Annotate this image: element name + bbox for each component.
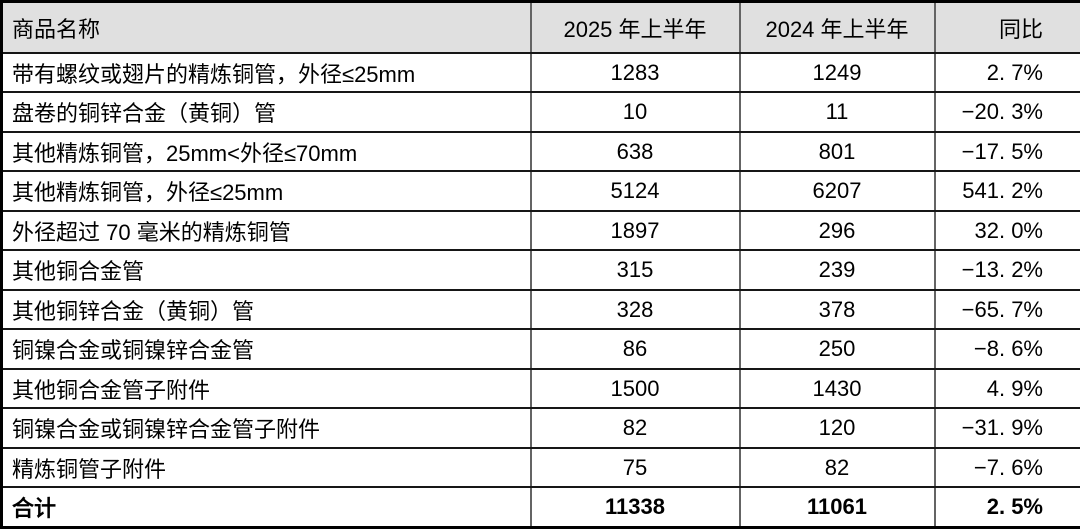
value-2024-cell: 1249 — [738, 51, 936, 94]
table-row: 其他铜合金管子附件 1500 1430 4. 9% — [0, 367, 1080, 410]
product-name-cell: 其他精炼铜管，25mm<外径≤70mm — [0, 130, 532, 173]
value-2024-cell: 6207 — [738, 170, 936, 212]
total-label-cell: 合计 — [0, 486, 532, 529]
value-2024-cell: 296 — [738, 209, 936, 252]
product-name-cell: 带有螺纹或翅片的精炼铜管，外径≤25mm — [0, 51, 532, 94]
yoy-cell: −13. 2% — [933, 249, 1080, 291]
value-2024-cell: 1430 — [738, 367, 936, 410]
total-2025-cell: 11338 — [529, 486, 741, 529]
table-row: 带有螺纹或翅片的精炼铜管，外径≤25mm 1283 1249 2. 7% — [0, 51, 1080, 94]
header-2025-h1: 2025 年上半年 — [529, 0, 741, 54]
value-2025-cell: 10 — [529, 91, 741, 133]
value-2025-cell: 82 — [529, 407, 741, 449]
value-2024-cell: 82 — [738, 446, 936, 489]
value-2024-cell: 378 — [738, 288, 936, 331]
product-name-cell: 精炼铜管子附件 — [0, 446, 532, 489]
yoy-cell: 32. 0% — [933, 209, 1080, 252]
table-row: 铜镍合金或铜镍锌合金管 86 250 −8. 6% — [0, 328, 1080, 370]
yoy-cell: −31. 9% — [933, 407, 1080, 449]
total-2024-cell: 11061 — [738, 486, 936, 529]
value-2025-cell: 75 — [529, 446, 741, 489]
value-2025-cell: 86 — [529, 328, 741, 370]
table-row: 精炼铜管子附件 75 82 −7. 6% — [0, 446, 1080, 489]
yoy-cell: 541. 2% — [933, 170, 1080, 212]
value-2024-cell: 250 — [738, 328, 936, 370]
value-2025-cell: 5124 — [529, 170, 741, 212]
table-header: 商品名称 2025 年上半年 2024 年上半年 同比 — [0, 0, 1080, 54]
product-name-cell: 铜镍合金或铜镍锌合金管子附件 — [0, 407, 532, 449]
table-row: 其他铜锌合金（黄铜）管 328 378 −65. 7% — [0, 288, 1080, 331]
table-row: 铜镍合金或铜镍锌合金管子附件 82 120 −31. 9% — [0, 407, 1080, 449]
table-row: 外径超过 70 毫米的精炼铜管 1897 296 32. 0% — [0, 209, 1080, 252]
value-2025-cell: 1897 — [529, 209, 741, 252]
table-body: 带有螺纹或翅片的精炼铜管，外径≤25mm 1283 1249 2. 7% 盘卷的… — [0, 51, 1080, 529]
product-name-cell: 其他精炼铜管，外径≤25mm — [0, 170, 532, 212]
table-row: 其他精炼铜管，外径≤25mm 5124 6207 541. 2% — [0, 170, 1080, 212]
value-2024-cell: 120 — [738, 407, 936, 449]
table-row: 其他精炼铜管，25mm<外径≤70mm 638 801 −17. 5% — [0, 130, 1080, 173]
product-name-cell: 盘卷的铜锌合金（黄铜）管 — [0, 91, 532, 133]
product-name-cell: 外径超过 70 毫米的精炼铜管 — [0, 209, 532, 252]
product-name-cell: 其他铜合金管子附件 — [0, 367, 532, 410]
value-2025-cell: 315 — [529, 249, 741, 291]
yoy-cell: 4. 9% — [933, 367, 1080, 410]
header-product-name: 商品名称 — [0, 0, 532, 54]
header-yoy: 同比 — [933, 0, 1080, 54]
value-2025-cell: 328 — [529, 288, 741, 331]
product-name-cell: 其他铜锌合金（黄铜）管 — [0, 288, 532, 331]
total-yoy-cell: 2. 5% — [933, 486, 1080, 529]
product-name-cell: 铜镍合金或铜镍锌合金管 — [0, 328, 532, 370]
value-2024-cell: 11 — [738, 91, 936, 133]
header-2024-h1: 2024 年上半年 — [738, 0, 936, 54]
yoy-cell: 2. 7% — [933, 51, 1080, 94]
product-name-cell: 其他铜合金管 — [0, 249, 532, 291]
header-row: 商品名称 2025 年上半年 2024 年上半年 同比 — [0, 0, 1080, 54]
value-2024-cell: 801 — [738, 130, 936, 173]
value-2024-cell: 239 — [738, 249, 936, 291]
total-row: 合计 11338 11061 2. 5% — [0, 486, 1080, 529]
table-row: 其他铜合金管 315 239 −13. 2% — [0, 249, 1080, 291]
yoy-cell: −8. 6% — [933, 328, 1080, 370]
value-2025-cell: 1500 — [529, 367, 741, 410]
yoy-cell: −20. 3% — [933, 91, 1080, 133]
yoy-cell: −17. 5% — [933, 130, 1080, 173]
value-2025-cell: 1283 — [529, 51, 741, 94]
value-2025-cell: 638 — [529, 130, 741, 173]
yoy-cell: −7. 6% — [933, 446, 1080, 489]
table-row: 盘卷的铜锌合金（黄铜）管 10 11 −20. 3% — [0, 91, 1080, 133]
yoy-cell: −65. 7% — [933, 288, 1080, 331]
